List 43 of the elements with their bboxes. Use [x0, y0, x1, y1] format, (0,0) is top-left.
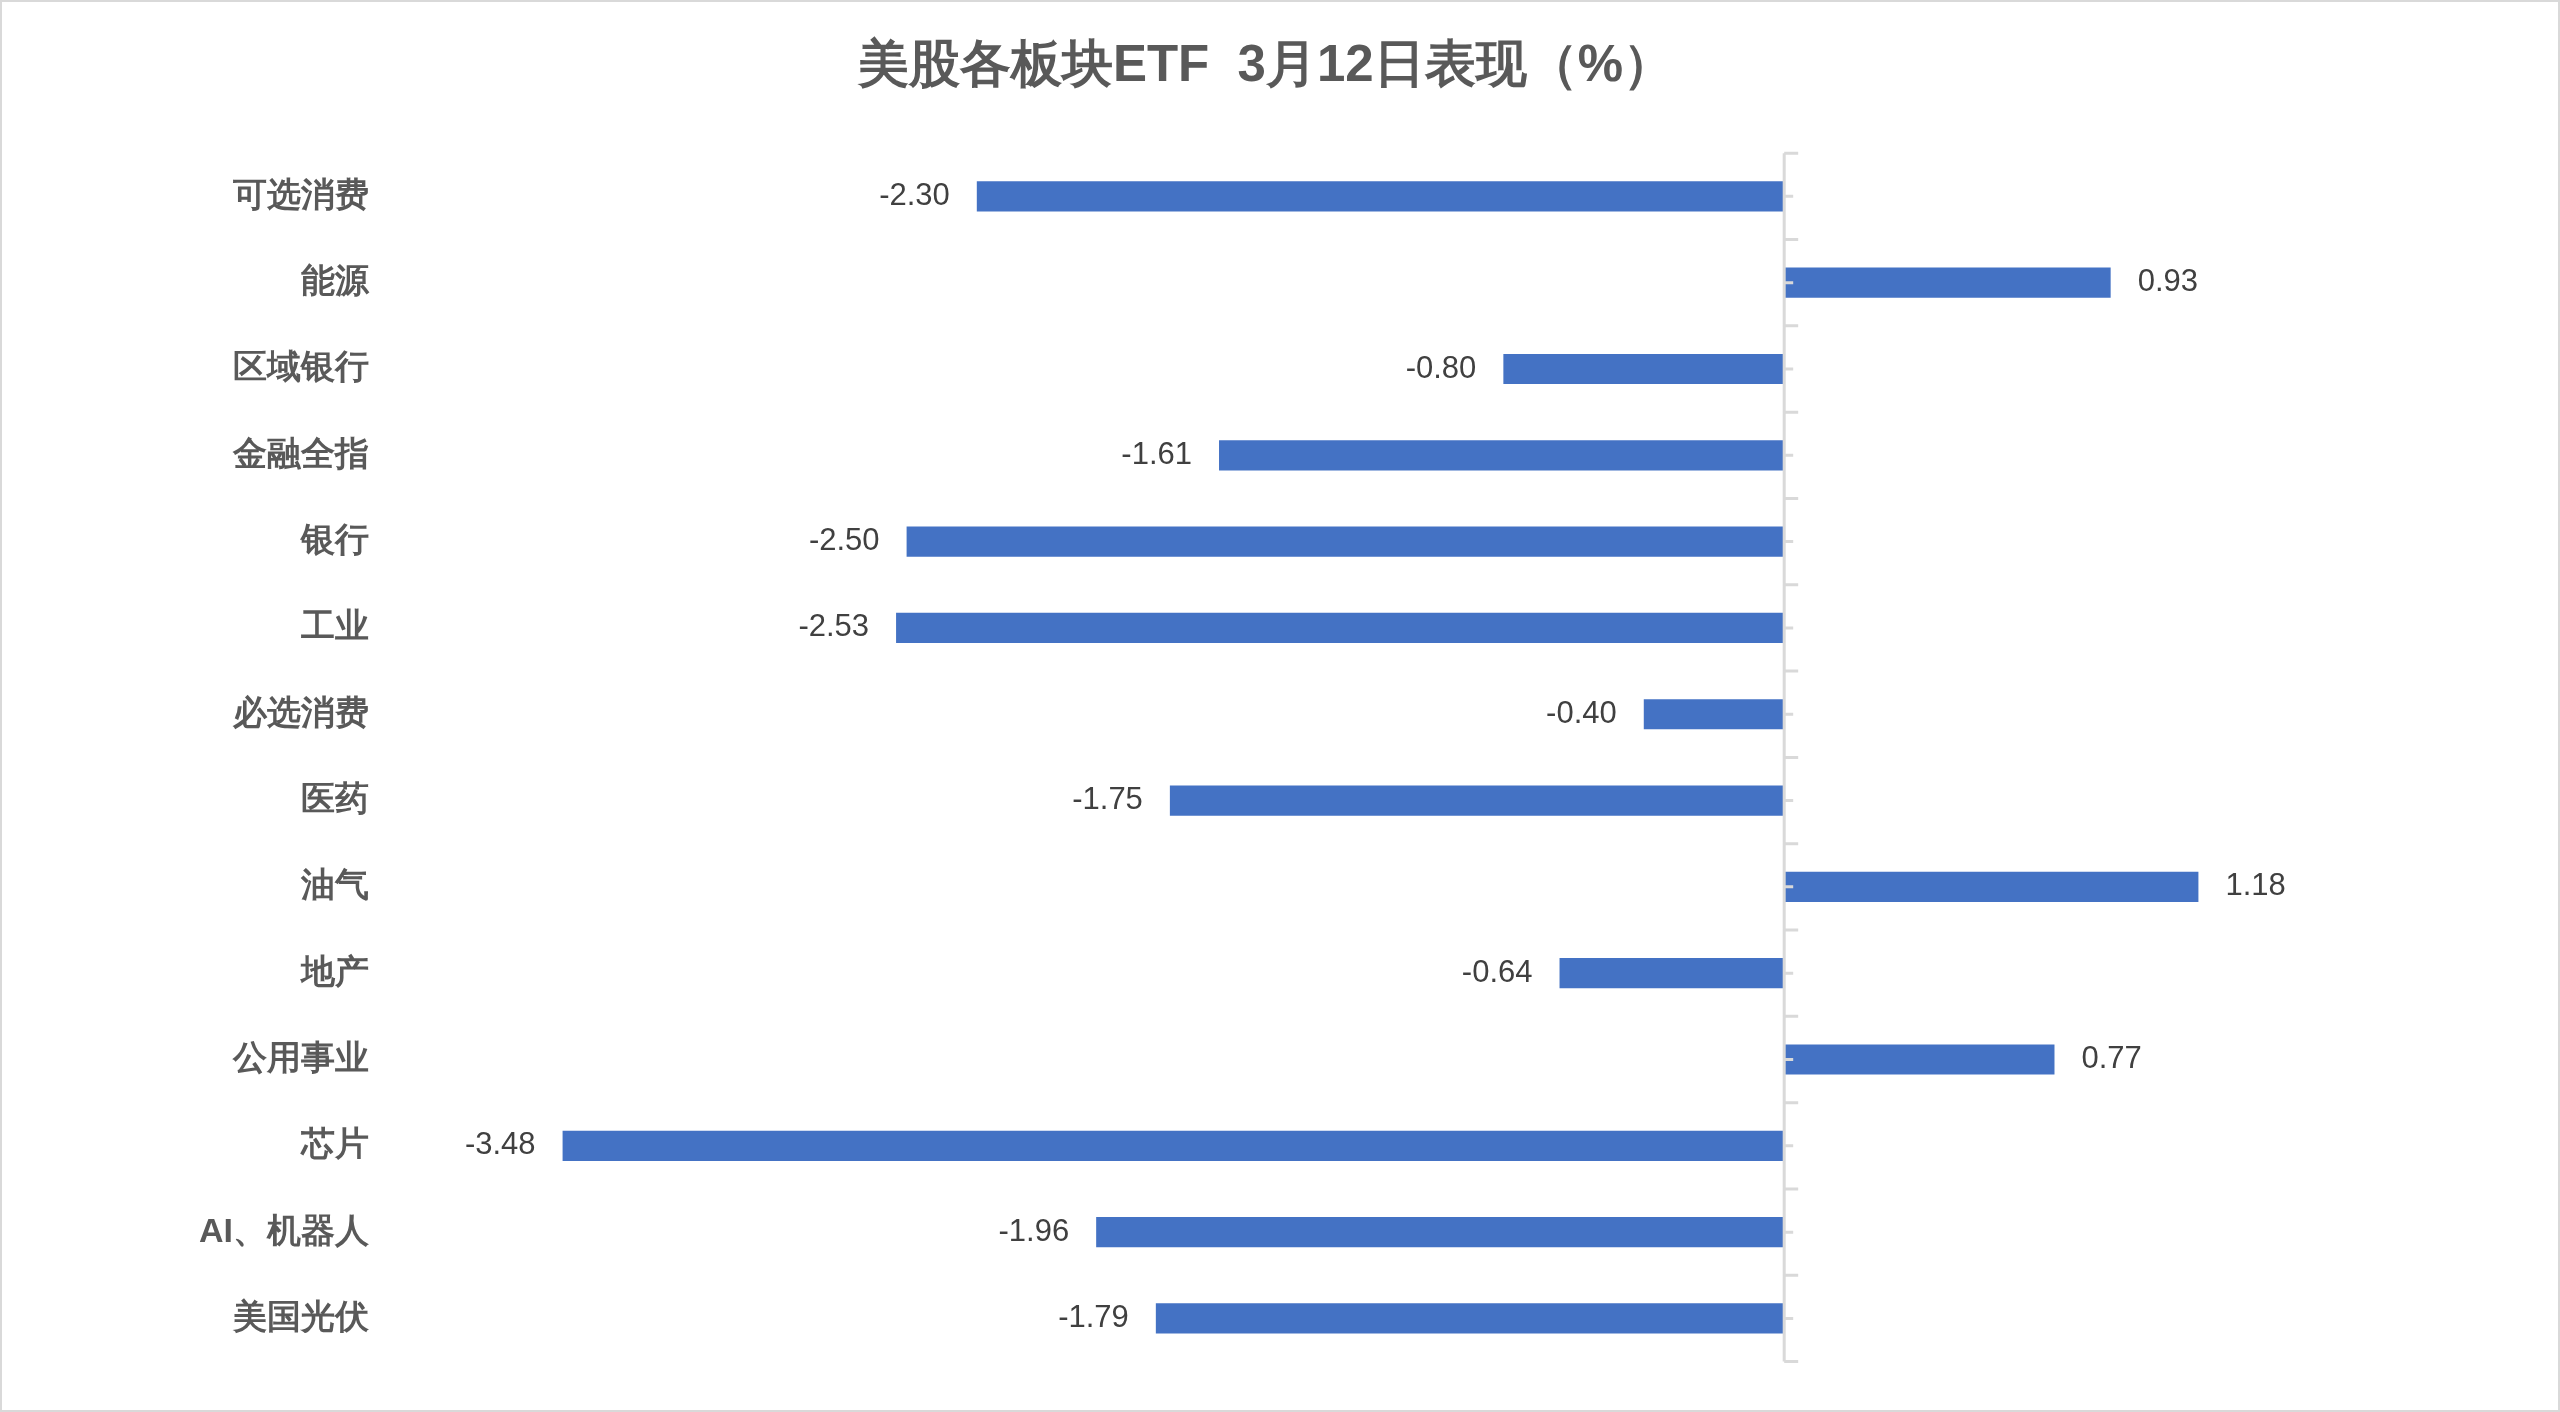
y-tick-label: 地产 — [299, 951, 369, 990]
data-label: 0.77 — [2081, 1040, 2142, 1076]
y-tick-label: 芯片 — [300, 1124, 369, 1163]
y-tick-label: 可选消费 — [232, 174, 369, 213]
bar — [1784, 871, 2199, 902]
y-tick-label: 油气 — [300, 865, 369, 904]
bar — [1784, 267, 2111, 298]
data-label: -2.30 — [879, 176, 950, 212]
y-tick-label: 必选消费 — [232, 692, 369, 731]
bar — [1559, 958, 1785, 989]
bar — [1169, 785, 1785, 816]
chart-title: 美股各板块ETF 3月12日表现（%） — [856, 34, 1675, 92]
y-tick-label: 美国光伏 — [232, 1296, 370, 1335]
y-tick-label: 能源 — [301, 261, 370, 300]
data-label: 0.93 — [2137, 263, 2198, 299]
bar — [1096, 1217, 1785, 1248]
y-tick-label: AI、机器人 — [199, 1210, 370, 1249]
data-label: -2.53 — [798, 608, 870, 644]
bar — [906, 526, 1785, 557]
bar — [562, 1130, 1785, 1161]
data-label: -1.75 — [1072, 781, 1143, 817]
y-tick-label: 银行 — [299, 519, 369, 558]
bar — [1503, 353, 1785, 385]
data-label: -3.48 — [464, 1126, 536, 1162]
data-label: -1.96 — [998, 1212, 1070, 1248]
data-label: -0.40 — [1546, 694, 1617, 730]
bar — [1784, 1044, 2055, 1075]
y-tick-label: 工业 — [300, 606, 369, 645]
bar — [1643, 699, 1785, 730]
y-tick-label: 金融全指 — [232, 433, 369, 472]
bar — [1219, 440, 1785, 471]
data-label: -1.61 — [1121, 435, 1193, 471]
bar — [896, 612, 1785, 644]
data-label: 1.18 — [2225, 867, 2286, 903]
data-label: -0.64 — [1461, 953, 1533, 989]
data-label: -0.80 — [1405, 349, 1477, 385]
bar — [976, 181, 1785, 212]
y-tick-label: 区域银行 — [233, 347, 369, 386]
y-tick-label: 医药 — [301, 778, 369, 817]
bar — [1155, 1303, 1785, 1334]
data-label: -1.79 — [1058, 1298, 1129, 1334]
y-tick-label: 公用事业 — [232, 1037, 369, 1076]
data-label: -2.50 — [808, 522, 880, 558]
